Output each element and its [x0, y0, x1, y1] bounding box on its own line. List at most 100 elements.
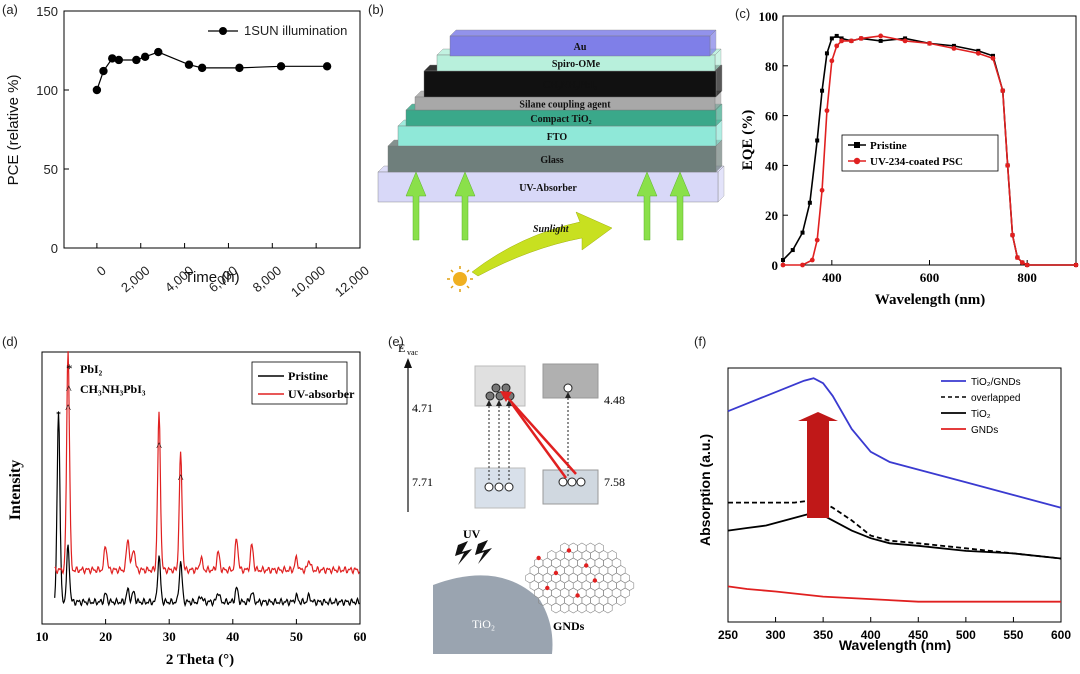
data-point-uv [819, 187, 825, 193]
data-point-a [322, 62, 332, 71]
legend-label-pristine: Pristine [870, 140, 907, 152]
series-line-uv [783, 35, 1076, 266]
excitation-arrowheads [486, 392, 571, 406]
x-tick-label-d: 40 [226, 629, 239, 644]
data-point-uv [824, 108, 830, 114]
legend-label-pristine-d: Pristine [288, 369, 329, 383]
panel-label-d: (d) [2, 334, 18, 349]
x-tick-label-d: 50 [290, 629, 303, 644]
evac-label: E [398, 341, 405, 355]
x-tick-label-c: 800 [1017, 270, 1037, 285]
chart-a: 0 2,000 4,000 6,000 8,000 10,000 12,0000501001… [5, 4, 372, 300]
lattice-cell [577, 602, 587, 614]
data-point-uv [858, 36, 864, 41]
tio2-sphere [433, 575, 553, 654]
data-point-pristine [815, 138, 820, 143]
data-point-uv [780, 262, 786, 268]
legend-label-tio2: TiO₂ [971, 409, 991, 420]
data-point-uv [951, 45, 957, 51]
data-point-a [108, 54, 117, 63]
light-arrows [405, 171, 691, 241]
legend-label-tio2gnds: TiO₂/GNDs [971, 377, 1021, 388]
uv-bolt-icon [455, 541, 472, 565]
chart-c: 400 600 800 0 20 40 60 80 100 Pristine UV-234-co… [740, 9, 1079, 308]
light-arrow [454, 171, 476, 241]
y-axis-label-a: PCE (relative %) [5, 75, 22, 186]
lattice-cell [551, 602, 561, 614]
gnds-lattice [525, 542, 635, 614]
data-point-pristine [807, 200, 812, 205]
x-tick-label-f: 550 [1003, 628, 1023, 642]
legend-box-c [841, 134, 999, 172]
tio2-label: TiO₂ [472, 617, 495, 631]
x-axis-label-a: Time (h) [184, 269, 239, 286]
x-tick-label-a: 10,000 [288, 263, 328, 300]
data-point-a [154, 47, 163, 57]
level-471: 4.71 [412, 401, 433, 415]
energy-diagram: E vac 4.71 7.71 4.48 7.58 [398, 341, 635, 654]
data-point-uv [1019, 260, 1025, 265]
data-point-uv [829, 58, 835, 64]
x-tick-label-d: 60 [354, 629, 367, 644]
y-tick-label-c: 40 [765, 158, 778, 173]
x-axis-label-d: 2 Theta (°) [166, 652, 234, 668]
x-tick-label-c: 600 [920, 270, 940, 285]
annotation-mapbi3: CH₃NH₃PbI₃ [80, 382, 146, 396]
panel-label-f: (f) [694, 334, 706, 349]
legend-marker-pristine [854, 142, 860, 148]
data-point-pristine [976, 48, 981, 53]
gnd-lumo-box [542, 363, 599, 399]
sunlight-arrow [471, 211, 613, 277]
level-771: 7.71 [412, 475, 433, 489]
xrd-pristine-line [54, 411, 360, 608]
layer-side [717, 165, 725, 203]
series-line-a [96, 51, 328, 91]
data-point-pristine [834, 33, 839, 38]
data-point-a [184, 60, 194, 69]
annotation-pbi2: PbI₂ [80, 362, 103, 376]
layer-label: Glass [540, 155, 563, 166]
sun-icon [447, 266, 473, 292]
xrd-uv-absorber-line [54, 351, 360, 576]
legend-f: TiO₂/GNDs overlapped TiO₂ GNDs [941, 377, 1021, 436]
lattice-atom [553, 570, 559, 576]
data-point-uv [1073, 262, 1079, 268]
lattice-atom [545, 585, 550, 591]
data-point-uv [814, 237, 820, 243]
star-marker-note: * [66, 361, 73, 376]
data-point-uv [800, 262, 805, 268]
y-tick-label-c: 20 [765, 208, 778, 223]
enhancement-arrow-head [798, 412, 838, 421]
y-axis-label-c: EQE (%) [740, 110, 756, 170]
x-tick-label-d: 20 [99, 629, 112, 644]
data-point-a [276, 62, 286, 71]
data-point-a [114, 55, 124, 65]
excitation-arrows [488, 395, 569, 480]
peak-marker: ^ [65, 401, 71, 415]
uv-bolt-icon [475, 540, 492, 564]
layer-label: Spiro-OMe [552, 59, 601, 70]
data-point-uv [1024, 262, 1030, 268]
data-point-uv [809, 257, 815, 263]
peak-marker: * [56, 410, 61, 421]
layer-label: Silane coupling agent [519, 100, 611, 111]
caret-marker-note: ^ [66, 382, 72, 396]
data-point-uv [1015, 255, 1020, 260]
x-axis-label-f: Wavelength (nm) [839, 637, 951, 653]
legend-label-uv-d: UV-absorber [288, 387, 355, 401]
data-point-uv [902, 38, 908, 44]
data-point-pristine [820, 88, 825, 93]
layer-label: FTO [547, 132, 568, 143]
data-point-uv [975, 50, 981, 56]
x-tick-label-c: 400 [822, 270, 842, 285]
light-arrow [669, 171, 691, 241]
x-tick-label-a: 12,000 [332, 263, 372, 300]
chart-f: 250 300 350 400 450 500 550 600 TiO₂/GNDs overl… [697, 367, 1071, 653]
panel-label-e: (e) [388, 334, 404, 349]
evac-subscript: vac [407, 348, 419, 357]
legend-label-a: 1SUN illumination [244, 23, 347, 38]
data-point-uv [848, 38, 854, 44]
data-point-pristine [878, 38, 883, 43]
data-point-pristine [990, 53, 995, 58]
